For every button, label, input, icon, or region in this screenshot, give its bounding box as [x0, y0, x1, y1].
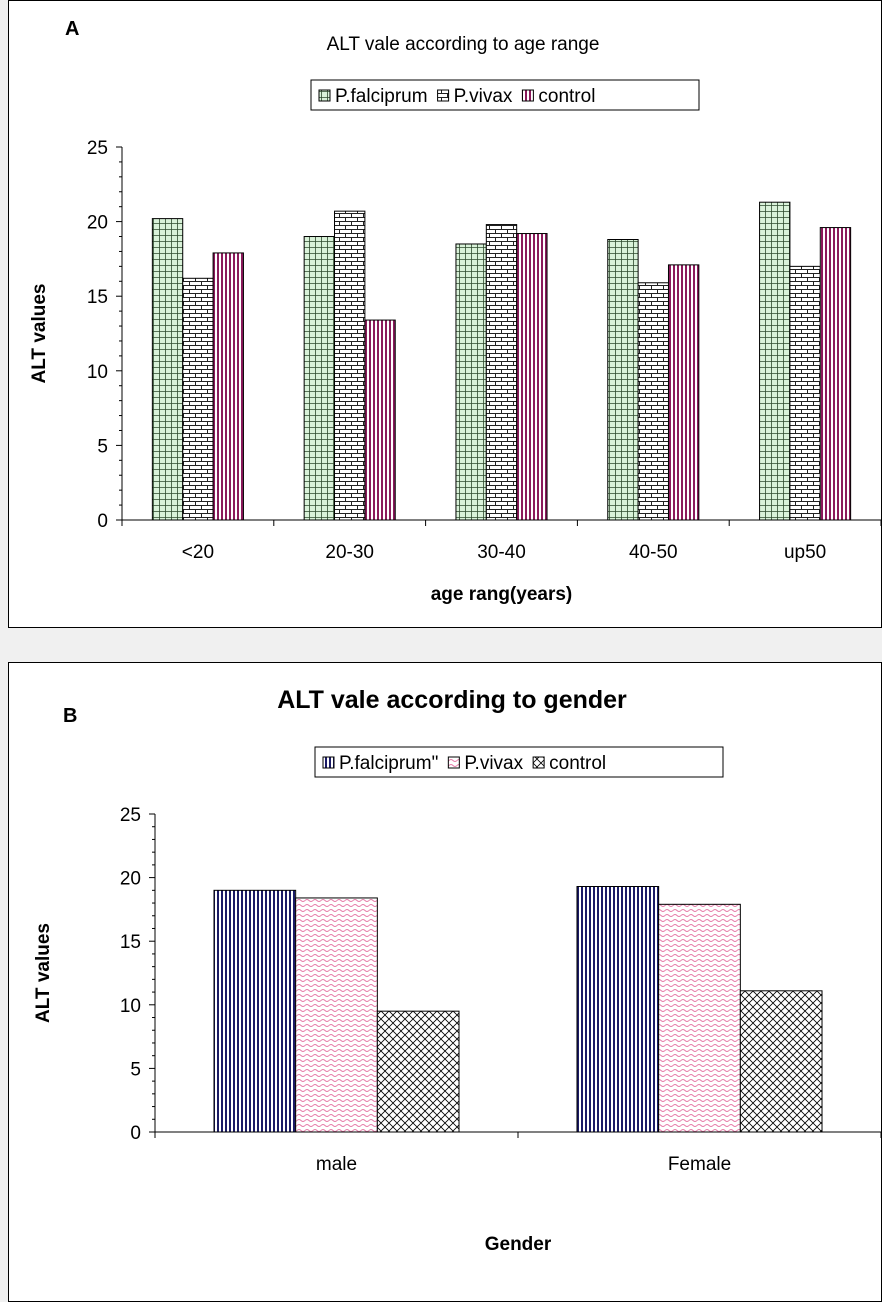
y-tick-label: 5 [130, 1059, 141, 1080]
bar-control-30-40 [516, 233, 548, 521]
chart-b-svg: B ALT vale according to gender P.falciprum… [33, 686, 881, 1255]
legend-swatch-p-falciprum [322, 756, 335, 769]
y-tick-label: 10 [87, 362, 108, 383]
x-tick-label: up50 [784, 542, 826, 563]
y-tick-label: 10 [120, 996, 141, 1017]
bar-p-vivax-male [295, 897, 378, 1133]
bar-control-20 [212, 252, 244, 521]
legend-box [314, 746, 724, 778]
x-tick-label: 20-30 [325, 542, 374, 563]
x-axis-title: Gender [485, 1234, 552, 1255]
bar-control-female [739, 990, 823, 1133]
bar-control-up50 [819, 227, 852, 521]
legend-label-p-falciprum: P.falciprum [335, 86, 428, 107]
x-tick-label: Female [668, 1154, 731, 1175]
chart-title: ALT vale according to age range [327, 34, 600, 55]
y-tick-label: 0 [97, 511, 108, 532]
chart-panel-a: A ALT vale according to age range P.falcip… [8, 0, 882, 628]
bar-p-vivax-up50 [789, 265, 821, 521]
bar-p-falciprum-female [576, 886, 660, 1133]
bar-p-vivax-female [658, 903, 741, 1133]
x-axis-title: age rang(years) [431, 584, 573, 605]
y-tick-label: 20 [120, 869, 141, 890]
chart-a-svg: A ALT vale according to age range P.falcip… [29, 18, 881, 605]
x-tick-label: 40-50 [629, 542, 678, 563]
bar-control-40-50 [667, 264, 700, 521]
y-axis-title: ALT values [33, 923, 54, 1023]
legend-swatch-control [521, 89, 534, 102]
bar-p-vivax-30-40 [485, 224, 518, 521]
x-tick-label: male [316, 1154, 357, 1175]
bar-p-vivax-20 [182, 277, 214, 521]
x-tick-label: <20 [182, 542, 214, 563]
y-tick-label: 25 [120, 805, 141, 826]
legend-label-p-vivax: P.vivax [454, 86, 513, 107]
y-tick-label: 0 [130, 1123, 141, 1144]
legend-label-p-falciprum: P.falciprum" [339, 753, 438, 774]
bar-p-falciprum-30-40 [455, 243, 487, 521]
bar-p-falciprum-40-50 [607, 239, 639, 521]
bar-p-falciprum-20 [151, 218, 184, 521]
bar-p-falciprum-up50 [759, 201, 791, 521]
legend: P.falciprum" P.vivax control [314, 746, 724, 778]
legend-swatch-p-falciprum [318, 89, 331, 102]
chart-title: ALT vale according to gender [277, 686, 627, 714]
y-tick-label: 5 [97, 436, 108, 457]
panel-letter: B [63, 705, 77, 727]
bar-p-vivax-40-50 [637, 282, 669, 521]
bar-p-vivax-20-30 [334, 210, 366, 521]
legend-label-p-vivax: P.vivax [464, 753, 523, 774]
legend-swatch-control [532, 756, 545, 769]
legend-label-control: control [549, 753, 606, 774]
legend-swatch-p-vivax [437, 89, 450, 102]
bar-p-falciprum-male [213, 889, 297, 1133]
chart-panel-b: B ALT vale according to gender P.falciprum… [8, 662, 882, 1302]
y-tick-label: 15 [87, 287, 108, 308]
legend-swatch-p-vivax [447, 756, 460, 769]
legend-box [310, 79, 700, 111]
x-tick-label: 30-40 [477, 542, 526, 563]
panel-letter: A [65, 18, 79, 40]
y-tick-label: 15 [120, 932, 141, 953]
y-axis-title: ALT values [29, 284, 50, 384]
bar-control-male [376, 1010, 460, 1133]
y-tick-label: 25 [87, 138, 108, 159]
legend: P.falciprum P.vivax control [310, 79, 700, 111]
bar-control-20-30 [364, 319, 396, 521]
y-tick-label: 20 [87, 213, 108, 234]
bar-p-falciprum-20-30 [303, 236, 336, 521]
legend-label-control: control [538, 86, 595, 107]
